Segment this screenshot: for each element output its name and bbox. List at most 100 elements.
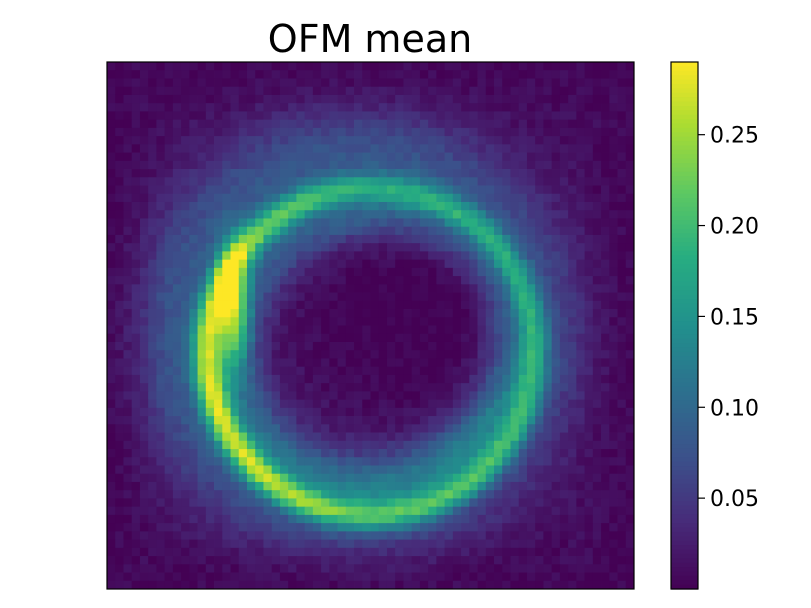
- heatmap-cell: [584, 556, 594, 565]
- heatmap-cell: [197, 111, 207, 121]
- heatmap-cell: [205, 300, 215, 310]
- heatmap-cell: [592, 399, 602, 409]
- heatmap-cell: [246, 580, 256, 590]
- heatmap-cell: [584, 144, 594, 153]
- heatmap-cell: [164, 94, 174, 104]
- heatmap-cell: [551, 514, 561, 524]
- heatmap-cell: [395, 341, 404, 351]
- heatmap-cell: [452, 366, 462, 376]
- heatmap-cell: [386, 78, 396, 88]
- heatmap-cell: [337, 317, 347, 326]
- heatmap-cell: [592, 539, 602, 549]
- heatmap-cell: [428, 86, 437, 96]
- heatmap-cell: [485, 103, 495, 112]
- heatmap-cell: [551, 292, 561, 302]
- heatmap-cell: [378, 251, 388, 261]
- heatmap-cell: [461, 160, 470, 170]
- heatmap-cell: [139, 309, 149, 318]
- heatmap-cell: [411, 391, 421, 401]
- heatmap-cell: [461, 292, 470, 302]
- heatmap-cell: [131, 440, 141, 450]
- heatmap-cell: [337, 580, 347, 590]
- heatmap-cell: [288, 523, 297, 532]
- heatmap-cell: [362, 465, 371, 475]
- heatmap-cell: [222, 514, 231, 524]
- heatmap-cell: [329, 86, 338, 96]
- heatmap-cell: [230, 424, 240, 433]
- heatmap-cell: [321, 572, 330, 582]
- heatmap-cell: [411, 399, 421, 409]
- heatmap-cell: [625, 251, 635, 261]
- heatmap-cell: [230, 523, 240, 532]
- heatmap-cell: [197, 416, 207, 425]
- heatmap-cell: [107, 350, 116, 359]
- heatmap-cell: [362, 136, 371, 145]
- heatmap-cell: [576, 300, 585, 310]
- heatmap-cell: [535, 366, 544, 376]
- heatmap-cell: [263, 78, 273, 88]
- heatmap-cell: [296, 531, 306, 540]
- heatmap-cell: [205, 70, 215, 79]
- heatmap-cell: [395, 374, 404, 384]
- heatmap-cell: [148, 399, 157, 409]
- heatmap-cell: [403, 457, 413, 466]
- heatmap-cell: [469, 432, 478, 442]
- heatmap-cell: [444, 358, 454, 368]
- heatmap-cell: [576, 416, 585, 425]
- heatmap-cell: [370, 136, 380, 145]
- heatmap-cell: [403, 473, 413, 483]
- heatmap-cell: [419, 144, 429, 153]
- heatmap-cell: [526, 119, 536, 129]
- heatmap-cell: [592, 358, 602, 368]
- heatmap-cell: [279, 547, 289, 557]
- heatmap-cell: [485, 185, 495, 195]
- heatmap-cell: [279, 424, 289, 433]
- heatmap-cell: [535, 506, 544, 516]
- heatmap-cell: [107, 94, 116, 104]
- heatmap-cell: [477, 177, 487, 186]
- heatmap-cell: [296, 523, 306, 532]
- heatmap-cell: [288, 292, 297, 302]
- heatmap-cell: [321, 119, 330, 129]
- heatmap-cell: [139, 226, 149, 236]
- heatmap-cell: [526, 399, 536, 409]
- heatmap-cell: [444, 473, 454, 483]
- heatmap-cell: [592, 309, 602, 318]
- heatmap-cell: [494, 539, 503, 549]
- heatmap-cell: [403, 547, 413, 557]
- heatmap-cell: [535, 292, 544, 302]
- heatmap-cell: [551, 416, 561, 425]
- heatmap-cell: [214, 127, 223, 137]
- heatmap-cell: [131, 514, 141, 524]
- heatmap-cell: [304, 243, 314, 252]
- heatmap-cell: [181, 481, 190, 491]
- heatmap-cell: [304, 152, 314, 162]
- heatmap-cell: [362, 374, 371, 384]
- heatmap-cell: [419, 580, 429, 590]
- heatmap-cell: [279, 169, 289, 178]
- heatmap-cell: [428, 424, 437, 433]
- heatmap-cell: [230, 547, 240, 557]
- heatmap-cell: [296, 62, 306, 71]
- heatmap-cell: [576, 350, 585, 359]
- heatmap-cell: [419, 539, 429, 549]
- heatmap-cell: [403, 177, 413, 186]
- heatmap-cell: [230, 325, 240, 335]
- heatmap-cell: [609, 309, 618, 318]
- heatmap-cell: [559, 572, 569, 582]
- heatmap-cell: [337, 152, 347, 162]
- heatmap-cell: [304, 366, 314, 376]
- heatmap-cell: [436, 350, 446, 359]
- heatmap-cell: [477, 424, 487, 433]
- heatmap-cell: [189, 432, 198, 442]
- heatmap-cell: [123, 152, 133, 162]
- heatmap-cell: [386, 267, 396, 277]
- heatmap-cell: [419, 416, 429, 425]
- heatmap-cell: [370, 432, 380, 442]
- heatmap-cell: [123, 193, 133, 203]
- heatmap-cell: [494, 473, 503, 483]
- heatmap-cell: [403, 127, 413, 137]
- heatmap-cell: [543, 416, 553, 425]
- heatmap-cell: [205, 284, 215, 293]
- heatmap-cell: [477, 144, 487, 153]
